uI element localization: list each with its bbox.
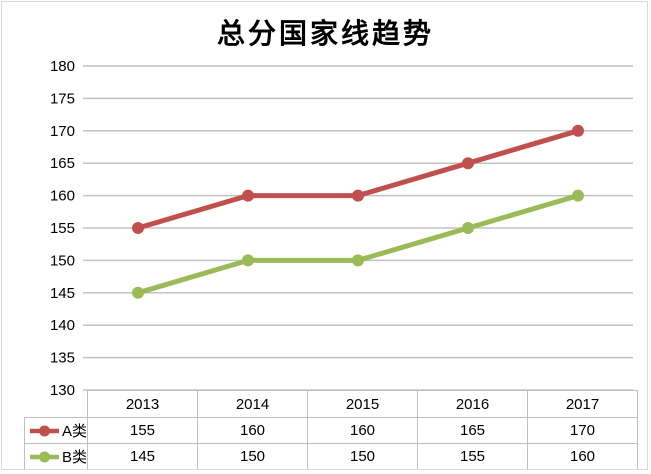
series-a-marker — [572, 124, 584, 137]
y-axis-tick-label: 140 — [50, 317, 75, 334]
y-axis-tick-label: 175 — [50, 90, 75, 107]
legend-key-dot — [39, 451, 50, 462]
legend-key-cell: B类 — [23, 443, 89, 470]
table-value-cell: 145 — [87, 443, 199, 470]
table-header-year: 2016 — [417, 390, 529, 418]
y-axis-tick-label: 150 — [50, 252, 75, 269]
table-corner-cell — [25, 391, 88, 418]
y-axis-tick-label: 130 — [50, 382, 75, 399]
table-value-cell: 150 — [197, 443, 309, 470]
y-axis-tick-label: 165 — [50, 155, 75, 172]
table-header-year: 2014 — [197, 390, 309, 418]
series-a-marker — [132, 222, 144, 234]
legend-line-marker-icon — [30, 451, 59, 462]
table-value-cell: 160 — [197, 417, 309, 444]
series-b-marker — [352, 254, 364, 267]
series-b-marker — [572, 189, 584, 202]
series-b-marker — [242, 254, 254, 267]
y-axis-tick-label: 180 — [50, 58, 75, 75]
table-value-cell: 155 — [417, 443, 529, 470]
legend-key-dot — [39, 425, 50, 436]
series-name-label: B类 — [62, 449, 88, 466]
chart-title: 总分国家线趋势 — [216, 18, 434, 49]
series-a-marker — [242, 189, 254, 202]
series-b-marker — [462, 222, 474, 234]
table-row-series-b: B类 145 150 150 155 160 — [23, 443, 639, 470]
y-axis-tick-label: 160 — [50, 188, 75, 205]
table-value-cell: 170 — [527, 417, 639, 444]
y-axis-tick-label: 135 — [50, 350, 75, 367]
y-axis-tick-label: 145 — [50, 285, 75, 302]
table-value-cell: 150 — [307, 443, 419, 470]
series-a-marker — [352, 189, 364, 202]
table-value-cell: 165 — [417, 417, 529, 444]
table-header-year: 2017 — [527, 390, 639, 418]
table-header-year: 2013 — [87, 390, 199, 418]
chart-data-table: 2013 2014 2015 2016 2017 A类 155 160 160 165 170 B类 1… — [23, 390, 639, 470]
series-b-marker — [132, 286, 144, 299]
line-plot-area: 130 135 140 145 150 155 160 165 170 175 180 — [50, 58, 633, 399]
series-a-marker — [462, 157, 474, 170]
legend-key-cell: A类 — [23, 417, 89, 444]
table-header-year: 2015 — [307, 390, 419, 418]
table-value-cell: 160 — [527, 443, 639, 470]
table-row-series-a: A类 155 160 160 165 170 — [23, 417, 639, 444]
table-value-cell: 160 — [307, 417, 419, 444]
table-value-cell: 155 — [87, 417, 199, 444]
y-axis-tick-label: 155 — [50, 220, 75, 237]
y-axis-tick-label: 170 — [50, 123, 75, 140]
series-name-label: A类 — [62, 423, 88, 440]
legend-line-marker-icon — [30, 425, 59, 436]
